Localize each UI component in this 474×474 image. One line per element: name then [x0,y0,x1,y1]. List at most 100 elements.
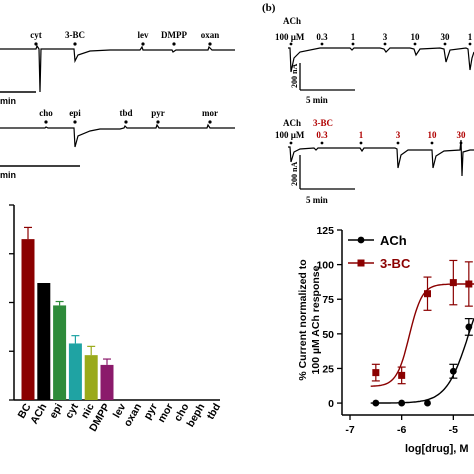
dr-y-tick-label: 0 [328,398,334,410]
conc-label-mid-right: 10 [428,130,438,140]
dr-y-tick-label: 50 [322,329,334,341]
conc-label-mid-right: 3 [396,130,401,140]
drug-mid-left-marker [156,120,160,124]
conc-marker-top-right [383,42,387,46]
conc-label-top-right: 3 [383,32,388,42]
ach-conc-mid: 100 µM [275,130,305,140]
conc-marker-top-right [443,42,447,46]
data-point-3-BC [424,290,431,298]
conc-marker-mid-right [396,141,400,145]
data-point-ACh [449,367,457,375]
scale-time-top-right: 5 min [306,95,328,105]
conc-marker-mid-right [359,141,363,145]
drug-mid-left-marker [44,120,48,124]
legend-marker-3-BC [357,259,365,267]
dr-y-axis-label: % Current normalized to100 µM ACh respon… [297,259,322,380]
legend-marker-ACh [357,236,365,244]
conc-label-top-right: 1 [468,32,473,42]
conc-marker-mid-right [430,141,434,145]
trace-top-right: ACh 100 µM 0.3 1 3 10 30 1 200 nA 5 min [275,16,474,105]
trace-line-mid-right [288,139,474,177]
bar-DMPP [100,364,114,400]
conc-label-top-right: 1 [351,32,356,42]
trace-line-top-left [0,44,235,93]
data-point-3-BC [449,279,457,287]
conc-marker-mid-right [320,141,324,145]
conc-label-mid-right: 0.3 [316,130,328,140]
conc-label-top-right: 10 [411,32,421,42]
ach-marker-mid [289,141,293,145]
conc-label-mid-right: 30 [457,130,467,140]
bar-x-tick-label: epi [47,401,65,420]
drug-top-left-marker [141,42,145,46]
drug-top-left-label: DMPP [161,30,187,40]
trace-line-top-right [288,47,474,73]
trace-top-left: cyt 3-BC lev DMPP oxan min [0,30,235,106]
dose-response-chart: 0 25 50 75 100 125 -7 -6 -5 ACh 3-BC % Current n… [297,225,474,455]
fit-curve-ACh [370,317,474,404]
dr-x-tick-label: -7 [345,424,354,436]
dr-y-tick-label: 75 [322,294,334,306]
panel-b-label: (b) [262,2,276,14]
legend-label-3-BC: 3-BC [380,256,411,271]
conc-label-top-right: 30 [441,32,451,42]
drug-mid-left-label: mor [202,108,218,118]
ach-label-mid: ACh [283,118,301,128]
conc-marker-top-right [351,42,355,46]
dr-x-tick-label: -5 [449,424,458,436]
data-point-3-BC [398,371,406,379]
conc-label-top-right: 0.3 [316,32,328,42]
ach-label-top: ACh [283,16,301,26]
data-point-ACh [372,399,380,407]
scale-current-top-right: 200 nA [290,64,299,88]
dr-x-tick-label: -6 [397,424,406,436]
trace-mid-right: ACh 3-BC 100 µM 0.3 1 3 10 30 200 nA 5 min [275,118,474,205]
drug-top-left-marker [208,42,212,46]
ach-conc-top: 100 µM [275,32,305,42]
scale-time-mid-right: 5 min [306,195,328,205]
drug-mid-left-label: epi [69,108,81,118]
bar-cyt [68,343,82,400]
bar-chart: BCAChepicytnicDMPPlevoxanpyrmorchobephtb… [9,204,224,434]
bc-label-mid: 3-BC [313,118,333,128]
dr-x-axis-label: log[drug], M [405,443,469,455]
data-point-ACh [398,399,406,407]
data-point-3-BC [465,280,473,288]
bar-epi [53,305,67,400]
legend-label-ACh: ACh [380,233,407,248]
scale-time-top-left: min [0,96,16,106]
drug-mid-left-label: cho [39,108,53,118]
data-point-ACh [424,399,431,407]
bar-ACh [37,283,51,400]
conc-label-mid-right: 1 [359,130,364,140]
data-point-ACh [465,323,473,331]
trace-line-mid-left [0,123,235,148]
drug-mid-left-label: pyr [151,108,165,118]
bar-x-tick-label: tbd [205,402,224,422]
scale-time-mid-left: min [0,170,16,180]
dr-y-tick-label: 100 [316,260,334,272]
ach-marker-top [289,42,293,46]
bar-x-tick-label: ACh [28,402,49,427]
drug-top-left-marker [172,42,176,46]
bar-nic [84,355,98,400]
drug-mid-left-marker [124,120,128,124]
trace-mid-left: cho epi tbd pyr mor min [0,108,235,180]
conc-marker-top-right [320,42,324,46]
dr-y-tick-label: 25 [322,363,334,375]
drug-top-left-label: 3-BC [65,30,85,40]
drug-mid-left-marker [73,120,77,124]
drug-top-left-marker [73,42,77,46]
drug-top-left-label: oxan [201,30,220,40]
drug-top-left-label: cyt [30,30,42,40]
drug-top-left-label: lev [138,30,149,40]
data-point-3-BC [372,369,380,377]
drug-mid-left-marker [208,120,212,124]
fit-curve-3-BC [370,283,474,387]
bar-3-BC [21,239,35,400]
conc-marker-top-right [468,42,472,46]
bar-x-tick-label: mor [155,402,175,425]
conc-marker-top-right [413,42,417,46]
bar-x-tick-label: cyt [63,401,81,421]
